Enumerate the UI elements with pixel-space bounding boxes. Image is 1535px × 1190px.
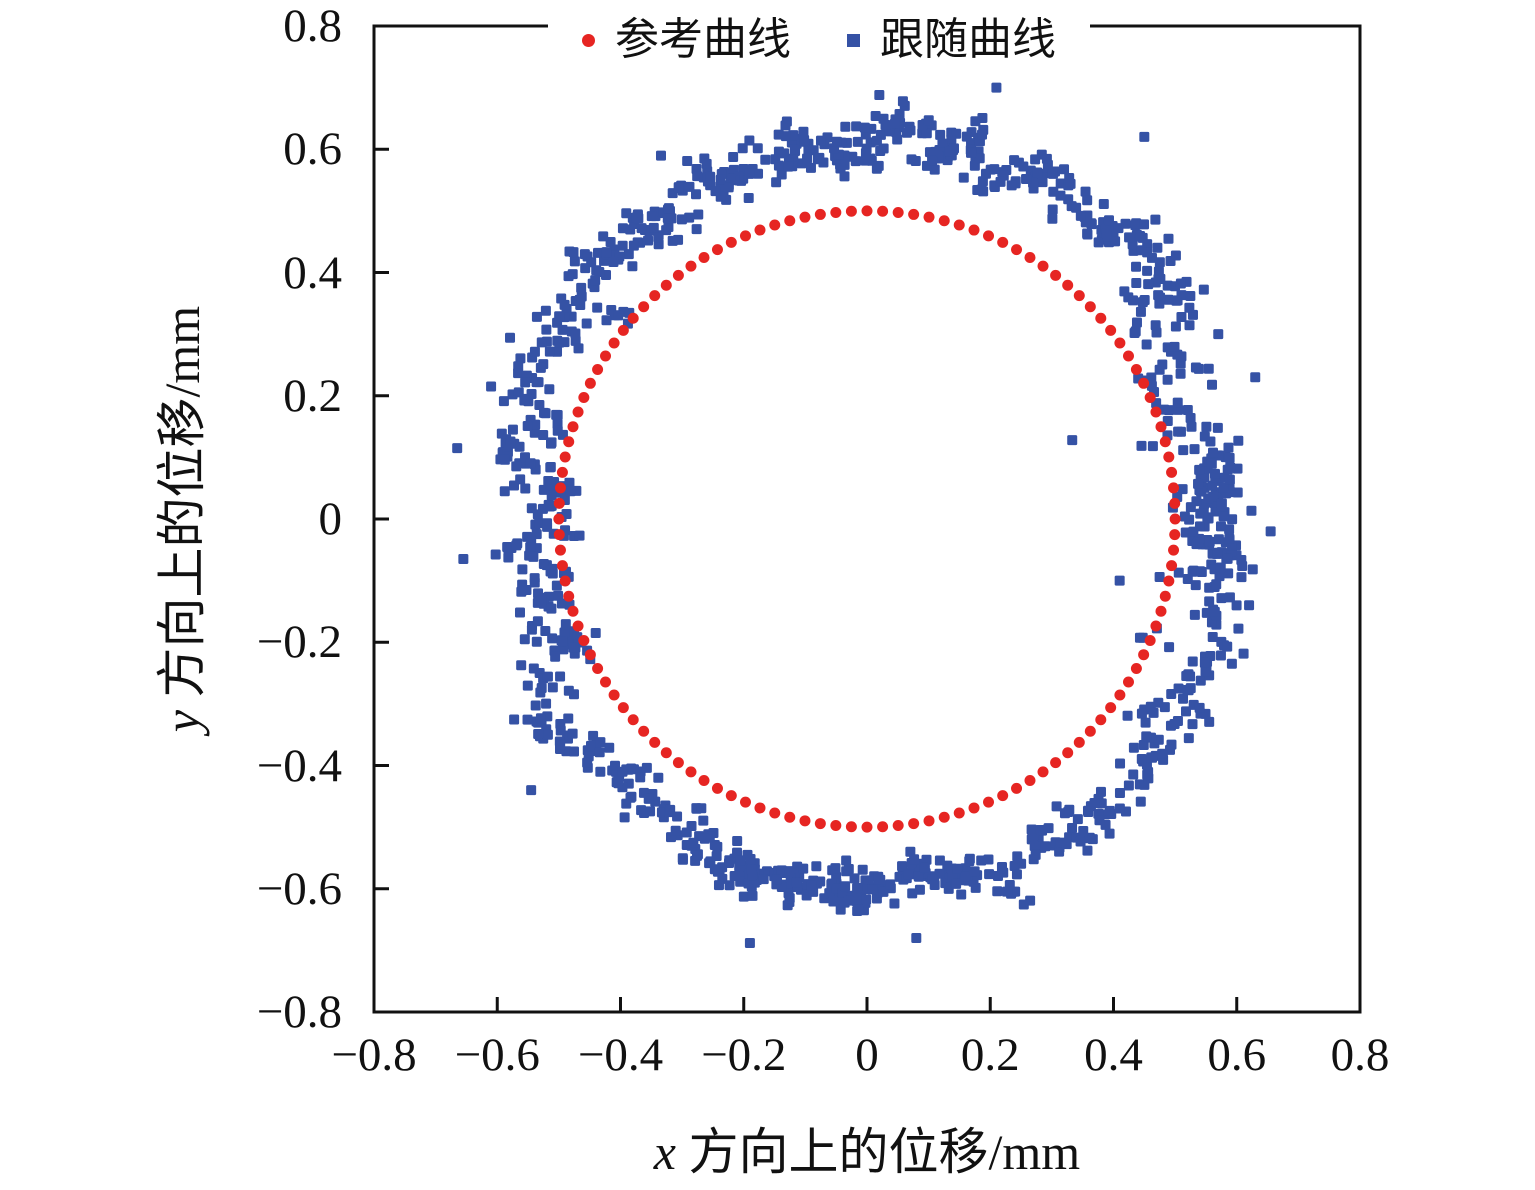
legend-item-reference: 参考曲线 — [582, 18, 791, 62]
x-axis-title: x 方向上的位移/mm — [374, 1112, 1360, 1184]
y-tick-label: 0.6 — [283, 123, 342, 176]
x-tick-label: −0.8 — [331, 1029, 417, 1081]
y-tick-label: 0.8 — [283, 0, 342, 52]
y-tick-label: −0.8 — [256, 986, 342, 1038]
x-axis-variable: x — [653, 1124, 676, 1180]
reference-curve-points — [553, 205, 1181, 833]
x-tick-label: 0.2 — [960, 1029, 1020, 1081]
y-tick-label: 0 — [318, 493, 343, 545]
x-tick-label: 0.4 — [1084, 1029, 1143, 1081]
y-tick-label: 0.4 — [283, 246, 342, 299]
following-square-marker-icon — [847, 33, 860, 47]
y-tick-label: −0.4 — [256, 739, 342, 792]
legend-label-following: 跟随曲线 — [880, 15, 1056, 64]
y-axis-variable: y — [154, 709, 210, 733]
tick-marks — [372, 24, 1362, 1014]
legend: 参考曲线 跟随曲线 — [548, 4, 1090, 76]
x-tick-label: −0.4 — [577, 1029, 664, 1081]
legend-item-following: 跟随曲线 — [847, 18, 1056, 62]
x-tick-label: −0.2 — [701, 1029, 787, 1081]
reference-dot-marker-icon — [582, 33, 595, 47]
x-tick-label: 0.8 — [1330, 1029, 1390, 1081]
y-tick-label: 0.2 — [283, 369, 342, 422]
x-tick-label: 0.6 — [1207, 1029, 1267, 1081]
legend-label-reference: 参考曲线 — [615, 15, 791, 64]
x-axis-title-text: 方向上的位移/mm — [676, 1124, 1081, 1180]
x-tick-label: 0 — [855, 1029, 879, 1081]
x-tick-label: −0.6 — [454, 1029, 540, 1081]
y-tick-label: −0.6 — [256, 862, 342, 915]
following-curve-points — [452, 82, 1276, 948]
y-tick-label: −0.2 — [256, 616, 342, 669]
